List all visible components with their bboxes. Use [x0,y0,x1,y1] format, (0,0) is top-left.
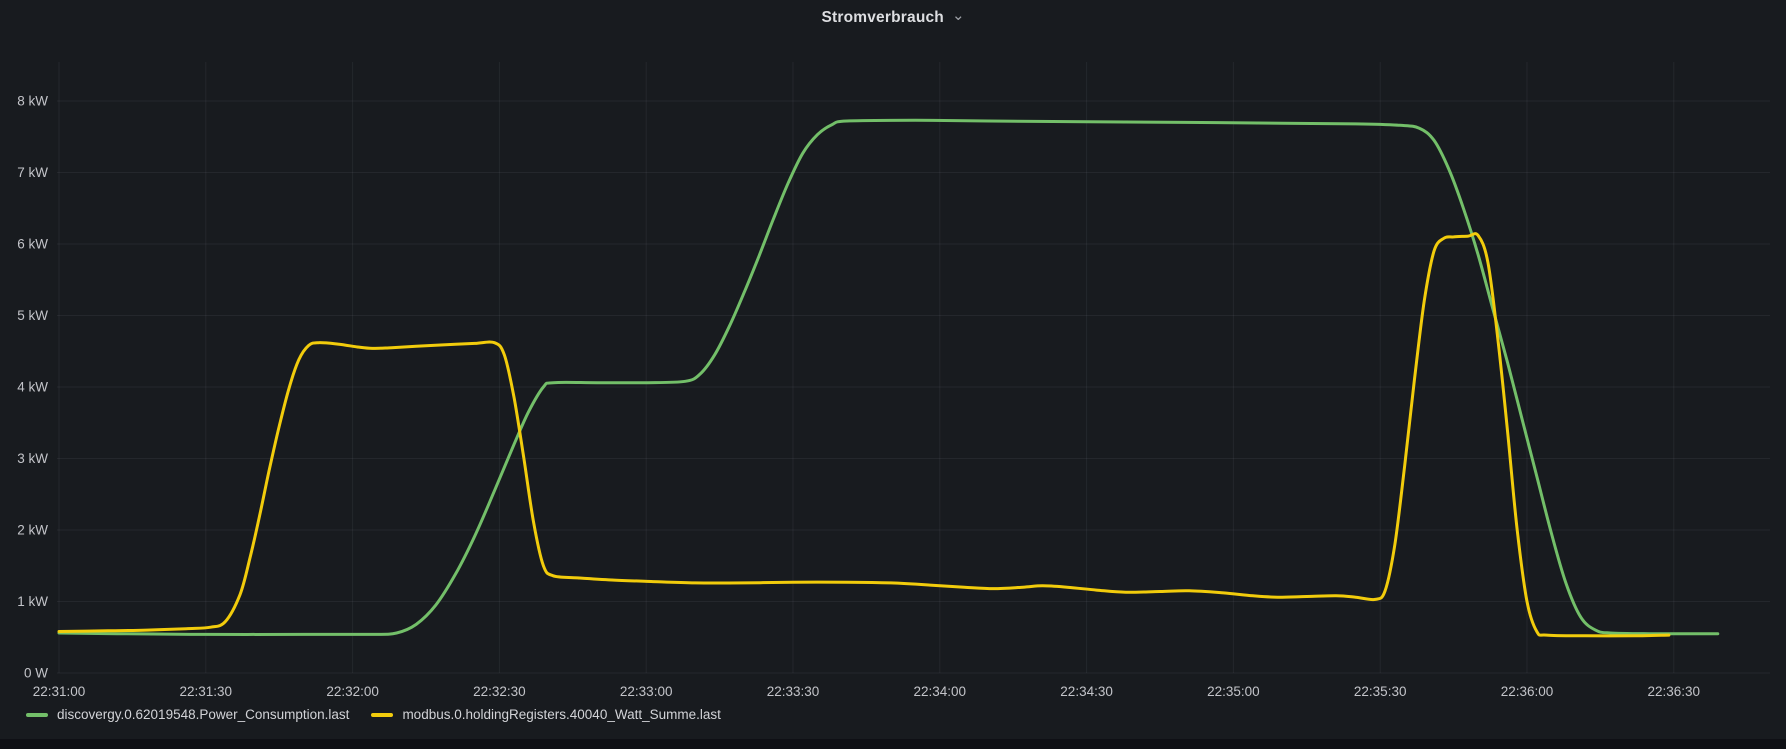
y-axis-tick-label: 1 kW [17,594,48,609]
y-axis-tick-label: 3 kW [17,451,48,466]
legend-swatch [371,712,394,717]
x-axis-tick-label: 22:32:30 [473,684,526,699]
x-axis-tick-label: 22:33:30 [767,684,820,699]
y-axis-tick-label: 4 kW [17,380,48,395]
x-axis-tick-label: 22:35:30 [1354,684,1407,699]
y-axis-tick-label: 2 kW [17,523,48,538]
series-line-modbus [57,232,1671,638]
legend-swatch [26,712,48,717]
x-axis-tick-label: 22:31:30 [180,684,233,699]
y-axis-tick-label: 7 kW [17,165,48,180]
page-background-strip [0,739,1786,749]
x-axis-tick-label: 22:33:00 [620,684,673,699]
legend-item-modbus[interactable]: modbus.0.holdingRegisters.40040_Watt_Sum… [371,707,721,722]
x-axis-tick-label: 22:36:30 [1648,684,1701,699]
series-line-discovergy [57,118,1720,636]
x-axis-tick-label: 22:34:30 [1060,684,1113,699]
x-axis-tick-label: 22:35:00 [1207,684,1260,699]
legend: discovergy.0.62019548.Power_Consumption.… [26,707,721,722]
legend-label: modbus.0.holdingRegisters.40040_Watt_Sum… [402,707,721,722]
panel-title[interactable]: Stromverbrauch [821,9,944,26]
x-axis-tick-label: 22:31:00 [33,684,86,699]
y-axis-tick-label: 6 kW [17,237,48,252]
x-axis-tick-label: 22:34:00 [914,684,967,699]
x-axis-tick-label: 22:32:00 [326,684,379,699]
y-axis-tick-label: 5 kW [17,308,48,323]
chevron-down-icon: ⌄ [951,7,965,24]
y-axis-tick-label: 0 W [24,666,48,681]
panel-header[interactable]: Stromverbrauch ⌄ [0,0,1786,36]
legend-label: discovergy.0.62019548.Power_Consumption.… [57,707,350,722]
y-axis-tick-label: 8 kW [17,94,48,109]
legend-item-discovergy[interactable]: discovergy.0.62019548.Power_Consumption.… [26,707,349,722]
x-axis-tick-label: 22:36:00 [1501,684,1554,699]
